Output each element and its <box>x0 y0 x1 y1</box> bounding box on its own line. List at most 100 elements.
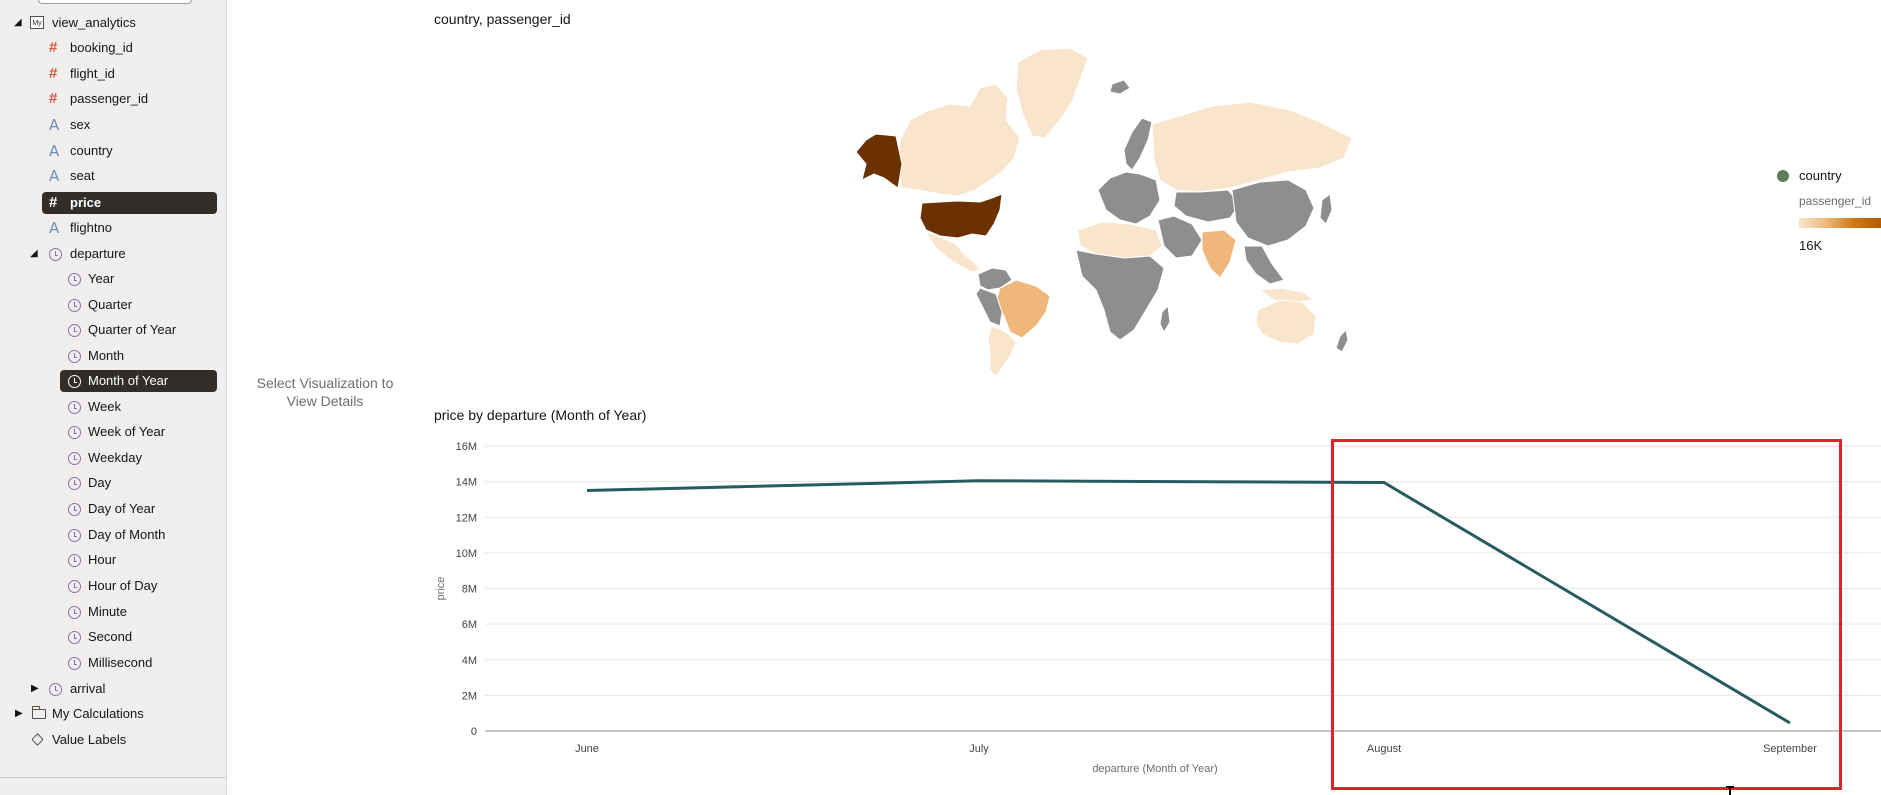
map-country-europe[interactable] <box>1097 171 1161 225</box>
map-country-central-asia[interactable] <box>1173 189 1241 223</box>
y-tick-label: 12M <box>456 512 477 524</box>
map-country-mexico[interactable] <box>924 231 981 273</box>
departure-level-year[interactable]: Year <box>60 268 217 290</box>
field-label: sex <box>70 117 91 132</box>
y-tick-label: 10M <box>456 548 477 560</box>
field-booking-id[interactable]: # booking_id <box>42 37 217 59</box>
level-label: Minute <box>88 604 128 619</box>
departure-level-week[interactable]: Week <box>60 396 217 418</box>
departure-level-week-of-year[interactable]: Week of Year <box>60 421 217 443</box>
map-country-greenland[interactable] <box>1015 47 1089 139</box>
data-point-july[interactable] <box>975 477 983 485</box>
departure-level-quarter-of-year[interactable]: Quarter of Year <box>60 319 217 341</box>
departure-level-quarter[interactable]: Quarter <box>60 294 217 316</box>
field-label: seat <box>70 168 95 183</box>
line-chart[interactable]: 0 2M 4M 6M 8M 10M 12M 14M 16M June July August Sept… <box>430 430 1881 780</box>
level-label: Weekday <box>88 450 142 465</box>
map-country-colombia-venezuela[interactable] <box>977 267 1013 291</box>
chart-y-axis: 0 2M 4M 6M 8M 10M 12M 14M 16M <box>456 441 477 738</box>
map-country-middle-east[interactable] <box>1157 215 1203 259</box>
data-point-august[interactable] <box>1380 479 1388 487</box>
map-legend: country passenger_id 16K <box>1777 168 1881 258</box>
map-country-africa[interactable] <box>1075 249 1165 341</box>
map-country-north-africa[interactable] <box>1077 221 1163 259</box>
field-flightno[interactable]: A flightno <box>42 217 217 239</box>
folder-icon <box>32 706 46 719</box>
tree-item-departure[interactable]: ◢ departure <box>26 243 217 265</box>
clock-icon <box>68 273 81 286</box>
map-country-china[interactable] <box>1231 179 1315 247</box>
departure-level-millisecond[interactable]: Millisecond <box>60 652 217 674</box>
map-country-canada[interactable] <box>897 83 1021 197</box>
expand-right-icon[interactable]: ▶ <box>31 683 39 694</box>
country-legend-icon <box>1777 170 1789 182</box>
tree-item-value-labels[interactable]: Value Labels <box>10 729 217 751</box>
departure-level-day[interactable]: Day <box>60 472 217 494</box>
departure-level-second[interactable]: Second <box>60 626 217 648</box>
text-attribute-icon: A <box>49 167 60 185</box>
level-label: Week of Year <box>88 424 166 439</box>
field-label: price <box>70 195 102 210</box>
departure-level-hour[interactable]: Hour <box>60 549 217 571</box>
field-label: flight_id <box>70 66 115 81</box>
field-seat[interactable]: A seat <box>42 165 217 187</box>
field-label: booking_id <box>70 40 133 55</box>
field-country[interactable]: A country <box>42 140 217 162</box>
expand-down-icon[interactable]: ◢ <box>30 248 38 259</box>
clock-icon <box>68 401 81 414</box>
search-box-stub[interactable] <box>38 0 192 4</box>
expand-right-icon[interactable]: ▶ <box>15 708 23 719</box>
tree-item-arrival[interactable]: ▶ arrival <box>26 678 217 700</box>
map-country-scandinavia[interactable] <box>1123 117 1153 171</box>
departure-level-month[interactable]: Month <box>60 345 217 367</box>
map-country-iceland[interactable] <box>1109 79 1131 95</box>
map-country-india[interactable] <box>1201 229 1237 279</box>
line-viz-title[interactable]: price by departure (Month of Year) <box>434 407 647 423</box>
map-country-australia[interactable] <box>1255 299 1317 345</box>
departure-level-day-of-year[interactable]: Day of Year <box>60 498 217 520</box>
level-label: Hour of Day <box>88 578 158 593</box>
map-country-alaska[interactable] <box>855 133 903 189</box>
map-country-peru[interactable] <box>975 287 1003 327</box>
field-price[interactable]: # price <box>42 192 217 214</box>
map-country-southeast-asia[interactable] <box>1243 245 1285 285</box>
map-country-argentina[interactable] <box>987 325 1017 377</box>
departure-level-weekday[interactable]: Weekday <box>60 447 217 469</box>
field-sex[interactable]: A sex <box>42 114 217 136</box>
chart-points[interactable] <box>583 477 1794 727</box>
field-passenger-id[interactable]: # passenger_id <box>42 88 217 110</box>
level-label: Day <box>88 475 112 490</box>
field-flight-id[interactable]: # flight_id <box>42 63 217 85</box>
map-viz-title[interactable]: country, passenger_id <box>434 11 571 27</box>
series-line-price[interactable] <box>586 479 1791 725</box>
map-country-russia[interactable] <box>1151 101 1353 193</box>
clock-icon <box>68 580 81 593</box>
level-label: Quarter of Year <box>88 322 177 337</box>
departure-level-month-of-year[interactable]: Month of Year <box>60 370 217 392</box>
departure-level-minute[interactable]: Minute <box>60 601 217 623</box>
field-label: passenger_id <box>70 91 149 106</box>
map-country-madagascar[interactable] <box>1159 304 1171 334</box>
level-label: Day of Year <box>88 501 156 516</box>
departure-level-day-of-month[interactable]: Day of Month <box>60 524 217 546</box>
tree-item-label: departure <box>70 246 126 261</box>
x-tick-label: September <box>1763 743 1817 755</box>
world-map[interactable] <box>840 40 1360 380</box>
data-point-june[interactable] <box>583 487 591 495</box>
tag-icon <box>31 733 44 746</box>
map-country-indonesia[interactable] <box>1258 287 1316 303</box>
tree-item-view-analytics[interactable]: ◢ My view_analytics <box>10 12 210 34</box>
departure-level-hour-of-day[interactable]: Hour of Day <box>60 575 217 597</box>
expand-down-icon[interactable]: ◢ <box>14 17 22 28</box>
map-country-brazil[interactable] <box>995 279 1051 339</box>
level-label: Month of Year <box>88 373 169 388</box>
tree-item-my-calculations[interactable]: ▶ My Calculations <box>10 703 217 725</box>
data-point-september[interactable] <box>1786 719 1794 727</box>
map-country-new-zealand[interactable] <box>1335 328 1349 353</box>
field-label: country <box>70 143 113 158</box>
hash-icon: # <box>49 65 58 82</box>
map-country-usa[interactable] <box>919 193 1003 239</box>
clock-icon <box>68 299 81 312</box>
level-label: Year <box>88 271 115 286</box>
map-country-japan[interactable] <box>1319 193 1333 225</box>
